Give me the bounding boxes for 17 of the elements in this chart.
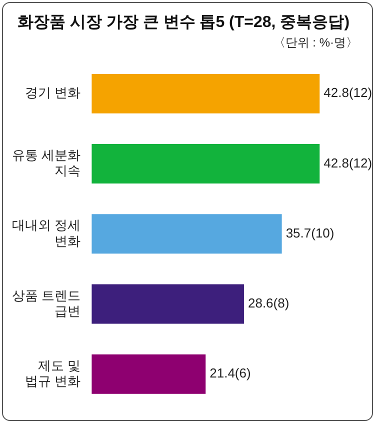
chart-subtitle: 〈단위 : %·명〉	[273, 36, 358, 50]
y-tick-label: 경기 변화	[24, 85, 81, 100]
bar	[92, 284, 244, 324]
data-label: 42.8(12)	[324, 155, 372, 170]
bar	[92, 354, 206, 394]
data-label: 42.8(12)	[324, 85, 372, 100]
bar	[92, 214, 282, 254]
y-tick-label: 제도 및 법규 변화	[24, 358, 81, 389]
y-tick-label: 대내외 정세 변화	[12, 218, 81, 248]
y-tick-label: 상품 트렌드 급변	[12, 288, 81, 318]
y-tick-label: 유통 세분화 지속	[12, 148, 81, 178]
data-label: 28.6(8)	[248, 296, 290, 311]
data-label: 21.4(6)	[210, 366, 251, 381]
chart-title: 화장품 시장 가장 큰 변수 톱5 (T=28, 중복응답)	[17, 14, 350, 32]
bar	[92, 74, 320, 114]
data-label: 35.7(10)	[286, 225, 334, 240]
bar	[92, 144, 320, 184]
